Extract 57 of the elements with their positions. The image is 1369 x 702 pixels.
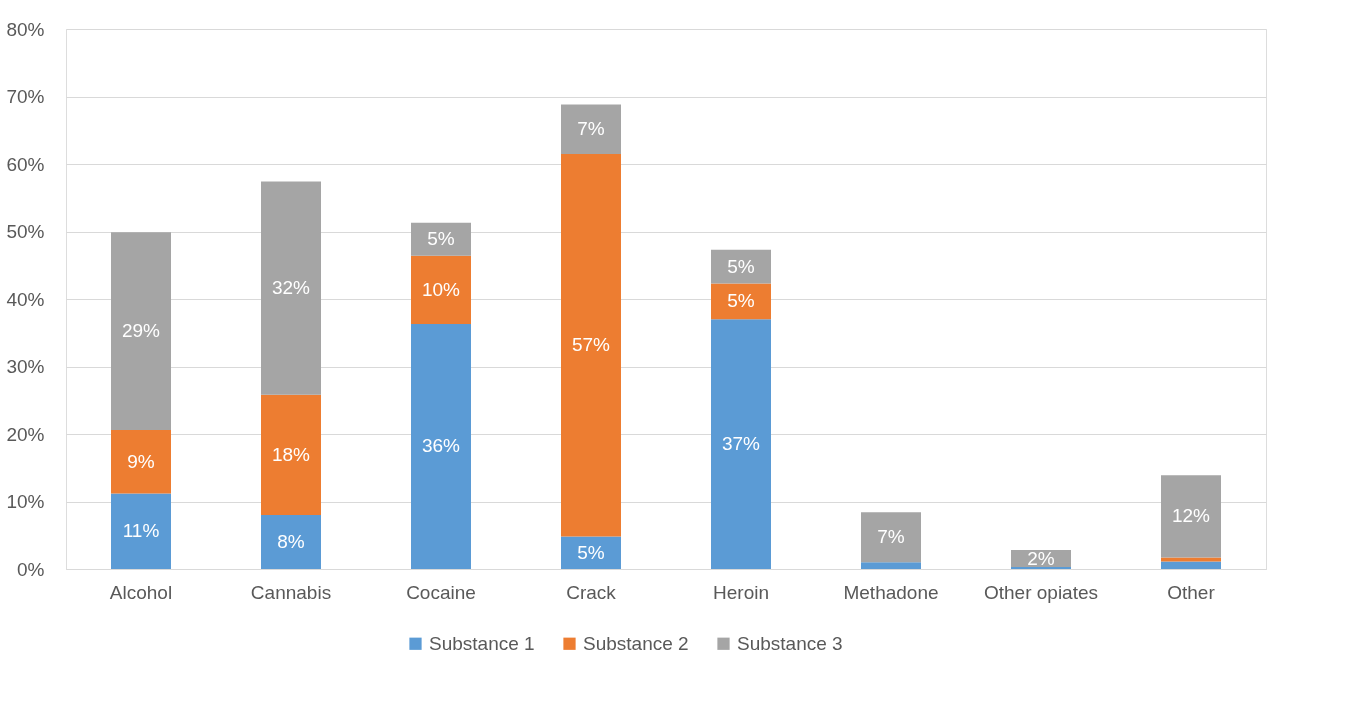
data-label: 36% [421, 435, 461, 457]
bar [411, 222, 471, 256]
bar [1161, 561, 1221, 569]
bar [261, 181, 321, 395]
data-label: 37% [721, 433, 761, 455]
data-label: 7% [577, 118, 605, 140]
bar [411, 255, 471, 324]
data-label: 5% [577, 541, 605, 563]
bar [261, 394, 321, 515]
y-tick-label: 30% [6, 356, 45, 377]
y-tick-label: 80% [6, 18, 45, 40]
bar [111, 493, 171, 569]
data-label: 7% [877, 526, 905, 548]
bar [1161, 475, 1221, 558]
data-label: 8% [277, 531, 305, 552]
y-tick-label: 60% [6, 153, 45, 175]
bar [111, 232, 171, 430]
x-tick-label: Crack [566, 581, 617, 603]
data-label: 10% [421, 278, 461, 300]
data-label: 5% [727, 255, 755, 277]
bar [261, 515, 321, 569]
x-tick-label: Other opiates [983, 581, 1099, 603]
bar [711, 319, 771, 569]
bar [711, 283, 771, 320]
data-label: 57% [571, 334, 611, 356]
x-tick-label: Methadone [843, 581, 939, 603]
bar [861, 562, 921, 569]
data-label: 32% [271, 277, 311, 299]
bar [1161, 557, 1221, 562]
data-label: 12% [1171, 505, 1211, 527]
data-label: 11% [122, 520, 160, 542]
x-tick-label: Cocaine [406, 581, 476, 603]
legend-label: Substance 1 [429, 632, 535, 654]
data-label: 2% [1027, 547, 1055, 569]
x-tick-label: Alcohol [109, 581, 173, 603]
x-tick-label: Cannabis [250, 581, 332, 603]
bar [111, 429, 171, 494]
y-tick-label: 50% [6, 221, 45, 242]
data-label: 9% [127, 450, 155, 472]
x-tick-label: Heroin [713, 581, 769, 603]
bar [411, 323, 471, 569]
y-tick-label: 10% [6, 491, 45, 512]
bar [861, 512, 921, 563]
bar [561, 153, 621, 537]
data-label: 29% [121, 320, 161, 342]
data-label: 18% [271, 443, 311, 465]
data-label: 5% [427, 228, 455, 250]
y-tick-label: 70% [6, 86, 45, 107]
x-tick-label: Other [1167, 581, 1216, 603]
y-tick-label: 20% [6, 423, 45, 445]
bar [1011, 566, 1071, 569]
y-tick-label: 40% [6, 288, 45, 310]
data-label: 5% [727, 290, 755, 312]
legend-label: Substance 2 [583, 632, 689, 654]
y-tick-label: 0% [17, 558, 45, 580]
bar [561, 104, 621, 154]
legend-label: Substance 3 [737, 632, 843, 654]
